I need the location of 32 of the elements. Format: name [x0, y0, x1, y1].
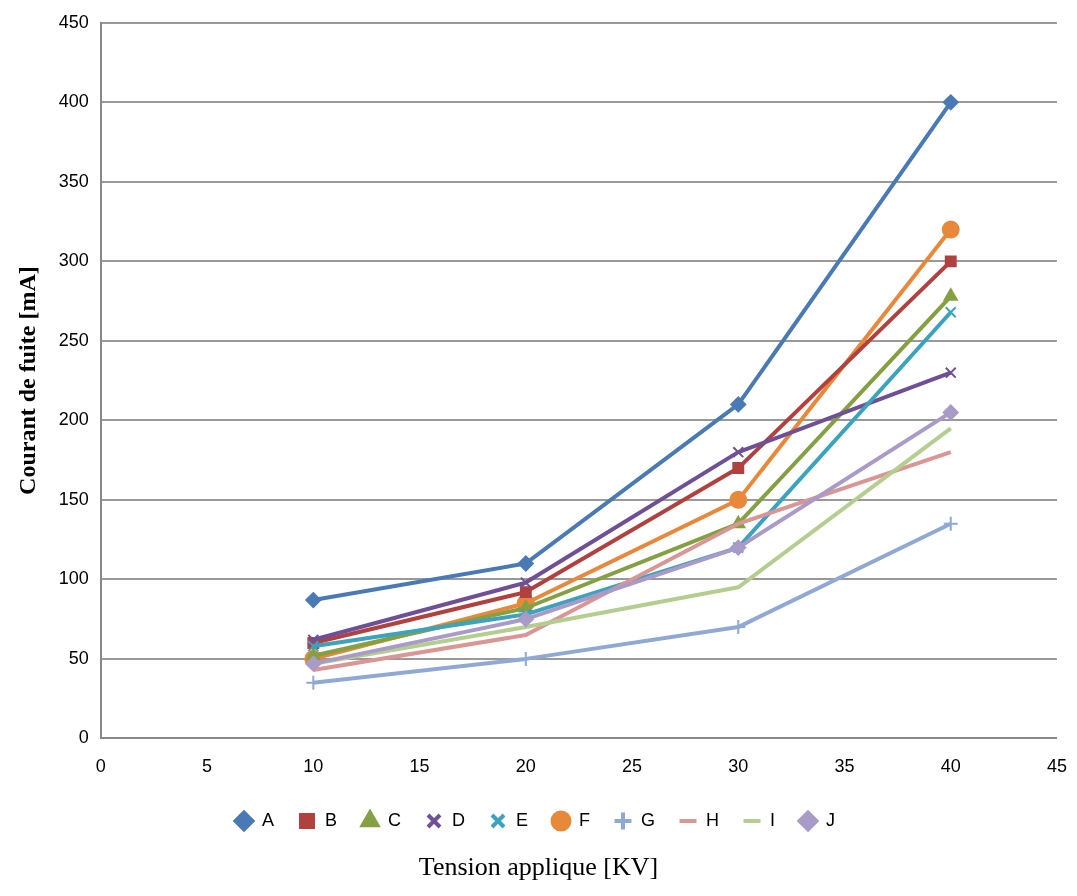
x-tick-label: 35 [834, 756, 855, 777]
x-tick-label: 10 [303, 756, 324, 777]
legend-label: F [579, 809, 591, 830]
y-tick-label: 400 [58, 91, 89, 112]
x-tick-label: 5 [202, 756, 213, 777]
x-tick-label: 15 [409, 756, 430, 777]
y-tick-label: 450 [58, 11, 89, 32]
legend-label: C [388, 809, 402, 830]
y-tick-label: 350 [58, 170, 89, 191]
x-tick-label: 45 [1046, 756, 1067, 777]
x-axis-title: Tension applique [KV] [417, 852, 660, 882]
x-tick-label: 40 [940, 756, 961, 777]
y-tick-label: 100 [58, 568, 89, 589]
y-tick-label: 300 [58, 250, 89, 271]
x-tick-label: 25 [622, 756, 643, 777]
legend-label: H [706, 809, 720, 830]
legend-label: A [261, 809, 275, 830]
y-tick-label: 250 [58, 329, 89, 350]
y-tick-label: 0 [78, 727, 89, 748]
y-tick-label: 50 [68, 647, 89, 668]
y-tick-label: 200 [58, 409, 89, 430]
legend-label: J [826, 809, 836, 830]
x-tick-label: 30 [728, 756, 749, 777]
legend-label: D [452, 809, 465, 830]
x-tick-label: 20 [515, 756, 536, 777]
y-tick-label: 150 [58, 488, 89, 509]
x-tick-label: 0 [95, 756, 106, 777]
legend-label: I [770, 809, 776, 830]
legend-label: E [516, 809, 529, 830]
y-axis-title: Courant de fuite [mA] [13, 266, 40, 495]
legend-label: B [325, 809, 338, 830]
legend-label: G [641, 809, 656, 830]
